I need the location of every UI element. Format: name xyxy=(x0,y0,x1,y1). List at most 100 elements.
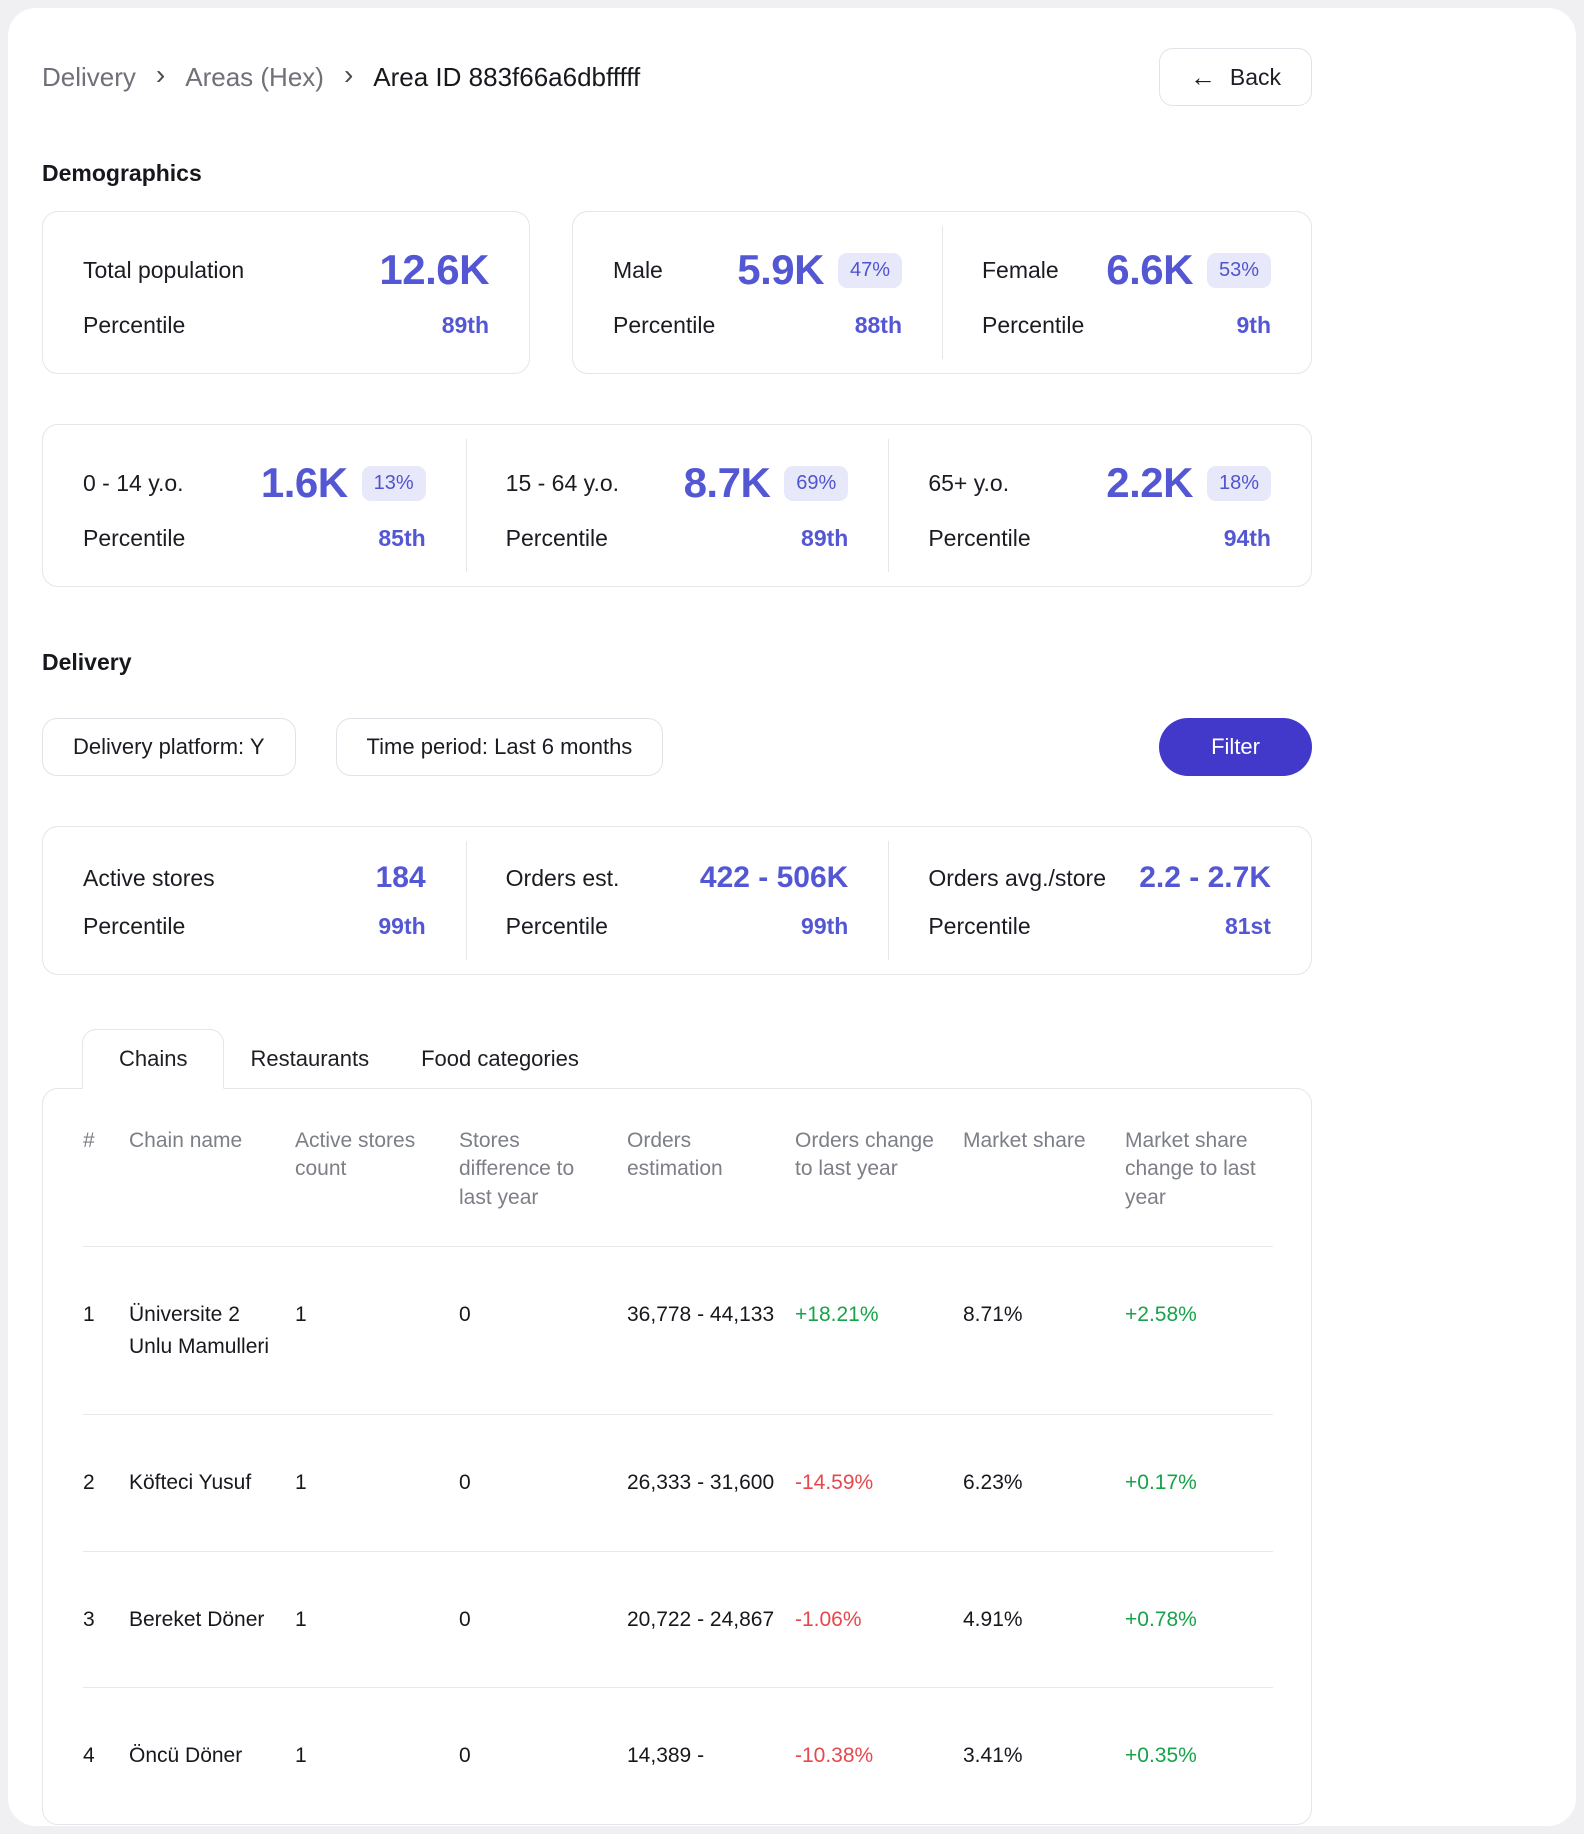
market-share: 8.71% xyxy=(963,1246,1125,1416)
orders-avg-label: Orders avg./store xyxy=(928,864,1107,891)
chain-name: Öncü Döner xyxy=(129,1744,243,1768)
female-label: Female xyxy=(982,256,1059,283)
orders-avg-stat: Orders avg./store 2.2 - 2.7K Percentile … xyxy=(888,827,1311,974)
orders-change: -1.06% xyxy=(795,1551,963,1689)
orders-estimation: 36,778 - 44,133 xyxy=(627,1246,795,1416)
row-index: 4 xyxy=(83,1744,95,1768)
active-stores-label: Active stores xyxy=(83,864,215,891)
delivery-platform-filter[interactable]: Delivery platform: Y xyxy=(42,718,296,776)
age-0-14-value: 1.6K xyxy=(260,459,348,506)
row-index: 2 xyxy=(83,1414,129,1552)
age-15-64-share-badge: 69% xyxy=(784,465,849,501)
market-share-change: +0.78% xyxy=(1125,1551,1273,1689)
col-header-orders-change: Orders change to last year xyxy=(795,1097,963,1248)
table-row: 2 Köfteci Yusuf 1 0 26,333 - 31,600 -14.… xyxy=(83,1414,1273,1552)
percentile-label: Percentile xyxy=(83,525,186,551)
orders-change: +18.21% xyxy=(795,1246,963,1416)
table-row: 1 Üniversite 2 Unlu Mamulleri 1 0 36,778… xyxy=(83,1246,1273,1416)
tab-food-categories[interactable]: Food categories xyxy=(395,1029,605,1089)
col-header-orders-estimation: Orders estimation xyxy=(627,1097,795,1248)
filter-button[interactable]: Filter xyxy=(1159,718,1312,776)
chevron-right-icon: › xyxy=(155,59,166,90)
stores-difference: 0 xyxy=(459,1551,627,1689)
col-header-chain-name: Chain name xyxy=(129,1097,295,1248)
age-65-plus-value: 2.2K xyxy=(1106,459,1193,506)
demographics-section-title: Demographics xyxy=(42,160,202,186)
female-share-badge: 53% xyxy=(1206,252,1271,288)
active-stores-value: 184 xyxy=(375,861,426,894)
main-panel: Delivery › Areas (Hex) › Area ID 883f66a… xyxy=(8,8,1576,1826)
filter-row: Delivery platform: Y Time period: Last 6… xyxy=(42,718,1312,776)
active-stores-percentile: 99th xyxy=(378,913,426,939)
active-stores-count: 1 xyxy=(295,1246,459,1416)
percentile-label: Percentile xyxy=(982,312,1085,338)
chain-name: Üniversite 2 Unlu Mamulleri xyxy=(129,1246,295,1416)
chains-table: # Chain name Active stores count Stores … xyxy=(83,1097,1273,1824)
market-share: 3.41% xyxy=(963,1744,1023,1768)
male-stat: Male 5.9K 47% Percentile 88th xyxy=(573,212,942,373)
orders-est-value: 422 - 506K xyxy=(699,861,849,894)
col-header-market-share: Market share xyxy=(963,1097,1125,1248)
breadcrumb-delivery[interactable]: Delivery xyxy=(42,61,136,92)
active-stores-count: 1 xyxy=(295,1744,307,1768)
delivery-section-title: Delivery xyxy=(42,649,132,675)
age-0-14-share-badge: 13% xyxy=(361,465,426,501)
age-15-64-percentile: 89th xyxy=(801,525,849,551)
percentile-label: Percentile xyxy=(83,312,186,338)
time-period-filter[interactable]: Time period: Last 6 months xyxy=(335,718,664,776)
percentile-label: Percentile xyxy=(83,913,186,939)
table-row: 4 Öncü Döner 1 0 14,389 - -10.38% 3.41% … xyxy=(83,1688,1273,1824)
age-0-14-stat: 0 - 14 y.o. 1.6K 13% Percentile 85th xyxy=(43,425,466,586)
active-stores-count: 1 xyxy=(295,1414,459,1552)
orders-change: -14.59% xyxy=(795,1414,963,1552)
top-bar: Delivery › Areas (Hex) › Area ID 883f66a… xyxy=(42,8,1312,106)
table-row: 3 Bereket Döner 1 0 20,722 - 24,867 -1.0… xyxy=(83,1551,1273,1689)
male-share-badge: 47% xyxy=(837,252,902,288)
back-arrow-icon: ← xyxy=(1189,62,1216,92)
chain-name: Köfteci Yusuf xyxy=(129,1414,295,1552)
age-65-plus-label: 65+ y.o. xyxy=(928,469,1010,496)
age-65-plus-share-badge: 18% xyxy=(1206,465,1271,501)
col-header-market-share-change: Market share change to last year xyxy=(1125,1097,1273,1248)
market-share: 4.91% xyxy=(963,1551,1125,1689)
age-0-14-percentile: 85th xyxy=(378,525,426,551)
chains-table-card: # Chain name Active stores count Stores … xyxy=(42,1088,1312,1825)
chains-tabs: Chains Restaurants Food categories xyxy=(42,1029,1312,1089)
chain-name: Bereket Döner xyxy=(129,1551,295,1689)
orders-avg-percentile: 81st xyxy=(1224,913,1271,939)
percentile-label: Percentile xyxy=(505,913,608,939)
col-header-stores-diff: Stores difference to last year xyxy=(459,1097,627,1248)
demographics-row-1: Total population 12.6K Percentile 89th M… xyxy=(42,211,1312,374)
stores-difference: 0 xyxy=(459,1414,627,1552)
gender-card: Male 5.9K 47% Percentile 88th Female xyxy=(572,211,1312,374)
female-value: 6.6K xyxy=(1106,246,1193,293)
age-65-plus-stat: 65+ y.o. 2.2K 18% Percentile 94th xyxy=(888,425,1311,586)
market-share-change: +2.58% xyxy=(1125,1246,1273,1416)
back-button[interactable]: ← Back xyxy=(1158,48,1312,106)
male-label: Male xyxy=(613,256,663,283)
total-population-percentile: 89th xyxy=(441,312,489,338)
breadcrumb-area-id: Area ID 883f66a6dbfffff xyxy=(373,61,641,92)
tab-chains[interactable]: Chains xyxy=(82,1029,225,1089)
percentile-label: Percentile xyxy=(505,525,608,551)
age-0-14-label: 0 - 14 y.o. xyxy=(83,469,184,496)
total-population-card: Total population 12.6K Percentile 89th xyxy=(42,211,530,374)
active-stores-stat: Active stores 184 Percentile 99th xyxy=(43,827,466,974)
orders-avg-value: 2.2 - 2.7K xyxy=(1139,861,1271,894)
orders-est-percentile: 99th xyxy=(801,913,849,939)
stores-difference: 0 xyxy=(459,1744,471,1768)
male-percentile: 88th xyxy=(854,312,902,338)
total-population-label: Total population xyxy=(83,256,245,283)
male-value: 5.9K xyxy=(737,246,824,293)
female-stat: Female 6.6K 53% Percentile 9th xyxy=(942,212,1311,373)
row-index: 1 xyxy=(83,1246,129,1416)
tab-restaurants[interactable]: Restaurants xyxy=(224,1029,395,1089)
orders-estimation: 14,389 - xyxy=(627,1744,705,1768)
market-share-change: +0.17% xyxy=(1125,1414,1273,1552)
orders-est-label: Orders est. xyxy=(505,864,620,891)
col-header-active-stores: Active stores count xyxy=(295,1097,459,1248)
age-15-64-label: 15 - 64 y.o. xyxy=(505,469,620,496)
breadcrumb-areas-hex[interactable]: Areas (Hex) xyxy=(185,61,324,92)
col-header-index: # xyxy=(83,1097,129,1248)
orders-change: -10.38% xyxy=(795,1744,874,1768)
